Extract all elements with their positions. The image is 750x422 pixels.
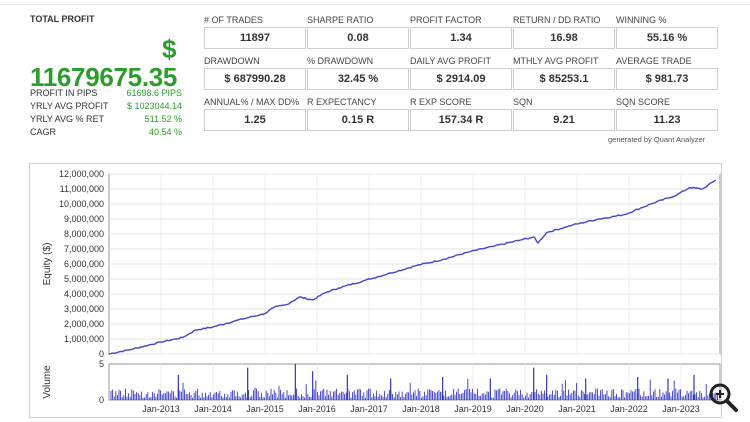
metric-value: 157.34 R [410, 109, 512, 131]
summary-row-value: 511.52 % [144, 114, 182, 124]
equity-y-tick-label: 12,000,000 [59, 169, 104, 179]
x-tick-label: Jan-2018 [402, 404, 440, 414]
total-profit-value: 11679675.35 [30, 62, 178, 92]
metric-label: DAILY AVG PROFIT [410, 56, 492, 66]
metric-label: MTHLY AVG PROFIT [513, 56, 599, 66]
metric-label: R EXPECTANCY [307, 97, 377, 107]
top-divider [0, 4, 750, 5]
x-tick-label: Jan-2013 [142, 404, 180, 414]
metric-label: R EXP SCORE [410, 97, 472, 107]
metric-annual-maxdd: ANNUAL% / MAX DD% 1.25 [204, 96, 306, 131]
summary-row-label: CAGR [30, 127, 57, 137]
generated-by-note: generated by Quant Analyzer [608, 135, 706, 144]
metric-sqn: SQN 9.21 [513, 96, 615, 131]
summary-row-label: YRLY AVG % RET [30, 114, 105, 124]
currency-symbol: $ [162, 34, 177, 64]
metric-value: 0.15 R [307, 109, 409, 131]
metric-average-trade: AVERAGE TRADE $ 981.73 [616, 55, 718, 90]
x-tick-label: Jan-2016 [298, 404, 336, 414]
equity-y-tick-label: 2,000,000 [64, 319, 104, 329]
metric-value: 16.98 [513, 27, 615, 49]
metric-value: 11.23 [616, 109, 718, 131]
metric-return-dd-ratio: RETURN / DD RATIO 16.98 [513, 14, 615, 49]
total-profit-label: TOTAL PROFIT [30, 14, 95, 24]
summary-row-yearly-avg-profit: YRLY AVG PROFIT $ 1023044.14 [30, 101, 182, 111]
equity-y-axis-label: Equity ($) [42, 243, 53, 286]
metric-value: $ 2914.09 [410, 68, 512, 90]
metric-label: % DRAWDOWN [307, 56, 374, 66]
metric-value: 11897 [204, 27, 306, 49]
metric-value: 32.45 % [307, 68, 409, 90]
equity-y-tick-label: 1,000,000 [64, 334, 104, 344]
metric-trades: # OF TRADES 11897 [204, 14, 306, 49]
metric-r-exp-score: R EXP SCORE 157.34 R [410, 96, 512, 131]
x-tick-label: Jan-2021 [558, 404, 596, 414]
metric-r-expectancy: R EXPECTANCY 0.15 R [307, 96, 409, 131]
metric-value: 1.34 [410, 27, 512, 49]
metric-value: 0.08 [307, 27, 409, 49]
equity-chart-panel: 0 1,000,000 2,000,000 3,000,000 4,000,000 5,0… [29, 163, 722, 418]
summary-row-value: 40.54 % [148, 127, 182, 137]
metric-pct-drawdown: % DRAWDOWN 32.45 % [307, 55, 409, 90]
metric-label: SQN [513, 97, 533, 107]
equity-y-tick-label: 4,000,000 [64, 289, 104, 299]
metric-sqn-score: SQN SCORE 11.23 [616, 96, 718, 131]
volume-y-tick-label: 0 [99, 395, 104, 405]
equity-y-tick-label: 10,000,000 [59, 199, 104, 209]
equity-y-tick-label: 11,000,000 [60, 184, 104, 194]
metric-profit-factor: PROFIT FACTOR 1.34 [410, 14, 512, 49]
volume-y-tick-label: 5 [99, 359, 104, 369]
summary-row-profit-in-pips: PROFIT IN PIPS 61698.6 PIPS [30, 88, 182, 98]
volume-bars [110, 378, 718, 400]
x-tick-label: Jan-2017 [350, 404, 388, 414]
equity-y-tick-label: 5,000,000 [64, 274, 104, 284]
equity-y-tick-label: 8,000,000 [64, 229, 104, 239]
volume-y-axis-label: Volume [42, 365, 53, 399]
metric-label: RETURN / DD RATIO [513, 15, 601, 25]
summary-row-label: PROFIT IN PIPS [30, 88, 98, 98]
metric-label: SQN SCORE [616, 97, 671, 107]
metric-value: 55.16 % [616, 27, 718, 49]
equity-y-tick-label: 0 [99, 349, 104, 359]
metric-value: $ 85253.1 [513, 68, 615, 90]
metric-drawdown: DRAWDOWN $ 687990.28 [204, 55, 306, 90]
metric-value: $ 687990.28 [204, 68, 306, 90]
x-tick-label: Jan-2022 [610, 404, 648, 414]
metric-label: PROFIT FACTOR [410, 15, 482, 25]
metric-label: # OF TRADES [204, 15, 263, 25]
summary-row-label: YRLY AVG PROFIT [30, 101, 109, 111]
metric-label: DRAWDOWN [204, 56, 260, 66]
summary-row-value: $ 1023044.14 [126, 101, 182, 111]
equity-y-tick-label: 7,000,000 [64, 244, 104, 254]
x-tick-label: Jan-2023 [662, 404, 700, 414]
metric-value: $ 981.73 [616, 68, 718, 90]
equity-volume-chart: 0 1,000,000 2,000,000 3,000,000 4,000,000 5,0… [42, 169, 721, 414]
metric-value: 9.21 [513, 109, 615, 131]
metric-label: AVERAGE TRADE [616, 56, 692, 66]
metric-label: WINNING % [616, 15, 667, 25]
x-tick-label: Jan-2019 [454, 404, 492, 414]
x-tick-label: Jan-2020 [506, 404, 544, 414]
metric-label: SHARPE RATIO [307, 15, 374, 25]
metric-sharpe-ratio: SHARPE RATIO 0.08 [307, 14, 409, 49]
summary-row-yearly-avg-return: YRLY AVG % RET 511.52 % [30, 114, 182, 124]
equity-y-tick-label: 6,000,000 [64, 259, 104, 269]
x-tick-label: Jan-2014 [194, 404, 232, 414]
summary-row-cagr: CAGR 40.54 % [30, 127, 182, 137]
metric-winning-pct: WINNING % 55.16 % [616, 14, 718, 49]
metric-label: ANNUAL% / MAX DD% [204, 97, 300, 107]
volume-plot-area [108, 363, 721, 401]
equity-y-tick-label: 9,000,000 [64, 214, 104, 224]
summary-row-value: 61698.6 PIPS [126, 88, 182, 98]
metric-daily-avg-profit: DAILY AVG PROFIT $ 2914.09 [410, 55, 512, 90]
equity-y-tick-label: 3,000,000 [64, 304, 104, 314]
metric-monthly-avg-profit: MTHLY AVG PROFIT $ 85253.1 [513, 55, 615, 90]
x-tick-label: Jan-2015 [246, 404, 284, 414]
magnifier-zoom-icon[interactable] [706, 380, 740, 414]
metric-value: 1.25 [204, 109, 306, 131]
equity-line [108, 179, 717, 355]
